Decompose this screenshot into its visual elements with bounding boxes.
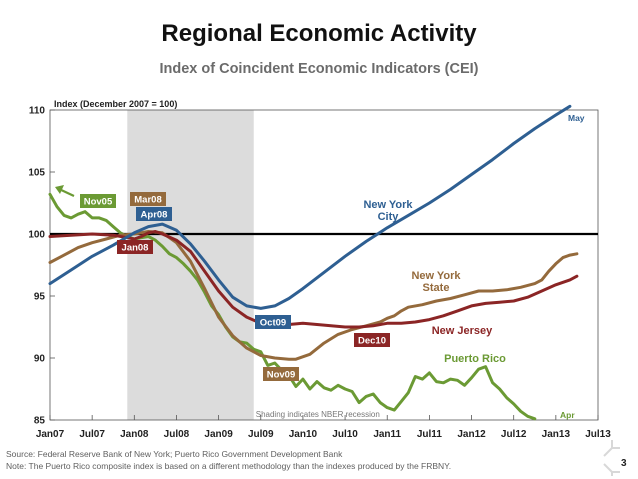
- x-tick-label: Jan10: [289, 429, 318, 440]
- x-tick-label: Jan13: [542, 429, 571, 440]
- y-tick-label: 90: [34, 354, 46, 365]
- y-axis-title: Index (December 2007 = 100): [54, 99, 177, 109]
- y-tick-label: 100: [28, 230, 45, 241]
- source-note: Source: Federal Reserve Bank of New York…: [6, 449, 342, 459]
- methodology-note: Note: The Puerto Rico composite index is…: [6, 461, 451, 471]
- cei-line-chart: 85 90 95 100 105 110 Jan07 Jul07 Jan08 Jul08 Jan09…: [0, 0, 638, 479]
- x-tick-label: Jul12: [501, 429, 527, 440]
- series-label-line: New York: [411, 270, 461, 282]
- corner-decoration-icon: [600, 436, 636, 476]
- series-label-line: State: [423, 282, 450, 294]
- series-label-new-york-state: New York State: [411, 270, 461, 294]
- annotation-oct09: Oct09: [260, 318, 286, 329]
- recession-shading: [127, 110, 253, 420]
- y-tick-label: 95: [34, 292, 46, 303]
- y-tick-label: 105: [28, 168, 45, 179]
- series-label-line: New York: [363, 199, 413, 211]
- x-tick-label: Jan12: [457, 429, 486, 440]
- annotation-dec10: Dec10: [358, 336, 386, 347]
- annotation-apr08: Apr08: [141, 210, 168, 221]
- series-label-new-york-city: New York City: [363, 199, 413, 223]
- series-label-puerto-rico: Puerto Rico: [444, 353, 506, 365]
- x-tick-label: Jan07: [36, 429, 65, 440]
- series-label-line: City: [378, 211, 400, 223]
- annotation-mar08: Mar08: [134, 195, 161, 206]
- page-number: 3: [621, 458, 627, 469]
- x-tick-label: Jul09: [248, 429, 274, 440]
- x-tick-label: Jan09: [204, 429, 233, 440]
- x-tick-label: Jul07: [79, 429, 105, 440]
- x-tick-label: Jul10: [332, 429, 358, 440]
- annotation-nov05: Nov05: [84, 197, 113, 208]
- annotation-nov09: Nov09: [267, 370, 296, 381]
- series-line-puerto-rico: [50, 194, 535, 418]
- x-tick-label: Jul08: [164, 429, 190, 440]
- x-tick-label: Jul11: [417, 429, 442, 440]
- recession-note: Shading indicates NBER recession: [256, 410, 380, 419]
- series-label-new-jersey: New Jersey: [432, 325, 493, 337]
- annotation-jan08: Jan08: [122, 243, 149, 254]
- x-tick-label: Jan11: [373, 429, 401, 440]
- series-label-line: Puerto Rico: [444, 353, 506, 365]
- end-label-apr: Apr: [560, 410, 575, 420]
- end-label-may: May: [568, 113, 585, 123]
- series-label-line: New Jersey: [432, 325, 493, 337]
- x-tick-label: Jan08: [120, 429, 149, 440]
- y-tick-label: 110: [29, 106, 46, 117]
- y-tick-label: 85: [34, 416, 46, 427]
